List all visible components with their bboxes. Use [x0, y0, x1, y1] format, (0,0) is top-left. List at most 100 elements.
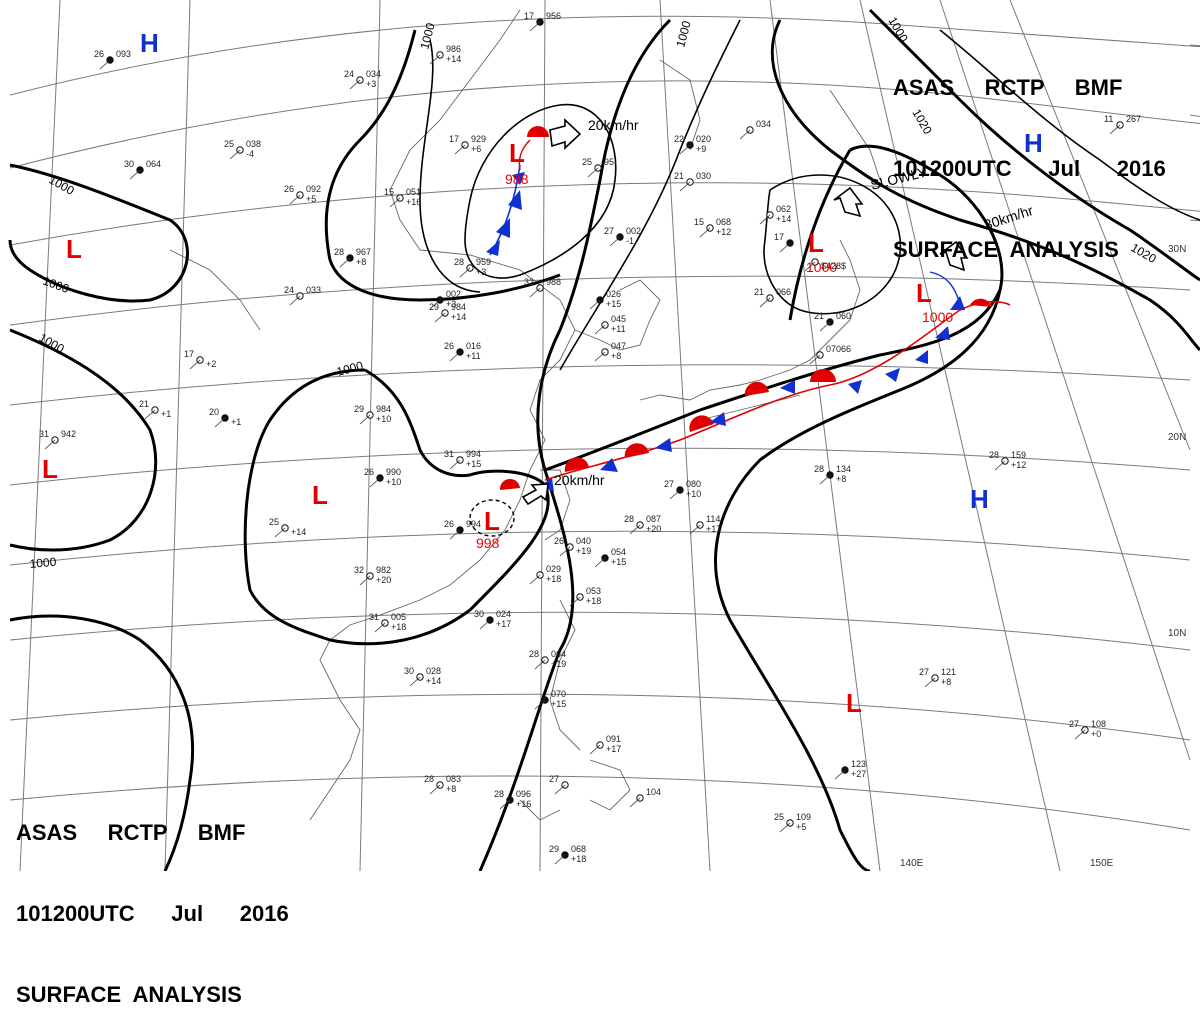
station-plot: 29 984+14 — [429, 302, 466, 323]
station-pressure-tendency: +10 — [376, 414, 391, 424]
wind-barb-icon — [429, 784, 441, 795]
station-temperature: 21 — [754, 287, 764, 297]
wind-barb-icon — [594, 324, 606, 335]
station-plot: 31 005+18 — [369, 612, 406, 633]
station-pressure: 080 — [686, 479, 701, 489]
station-pressure: 108 — [1091, 719, 1106, 729]
station-pressure: 064 — [551, 649, 566, 659]
station-pressure: 034 — [756, 119, 771, 129]
station-pressure-tendency: +19 — [551, 659, 566, 669]
station-pressure-tendency: +18 — [391, 622, 406, 632]
station-temperature: 17 — [184, 349, 194, 359]
station-temperature: 31 — [39, 429, 49, 439]
wind-barb-icon — [534, 699, 546, 710]
wind-barb-icon — [429, 54, 441, 65]
station-plot: 27 121+8 — [919, 667, 956, 688]
station-temperature: 29 — [354, 404, 364, 414]
station-pressure: 984 — [376, 404, 391, 414]
wind-barb-icon — [529, 574, 541, 585]
station-pressure: 068 — [571, 844, 586, 854]
station-plot: 15 068+12 — [694, 217, 731, 238]
station-pressure: 121 — [941, 667, 956, 677]
station-pressure: 986 — [446, 44, 461, 54]
station-pressure-tendency: +14 — [776, 214, 791, 224]
station-pressure: 040 — [576, 536, 591, 546]
wind-barb-icon — [594, 557, 606, 568]
station-pressure-tendency: +8 — [836, 474, 846, 484]
station-plot: 28 083+8 — [424, 774, 461, 795]
station-plot: 11 267 — [1104, 114, 1141, 135]
wind-barb-icon — [739, 129, 751, 140]
station-plot: 28 064+19 — [529, 649, 566, 670]
wind-barb-icon — [534, 659, 546, 670]
station-temperature: 25 — [269, 517, 279, 527]
station-pressure-tendency: +6 — [471, 144, 481, 154]
station-pressure: 060 — [836, 311, 851, 321]
wind-barb-icon — [459, 267, 471, 278]
station-pressure-tendency: +12 — [716, 227, 731, 237]
station-plot: 27 — [549, 774, 569, 795]
station-pressure-tendency: +18 — [586, 596, 601, 606]
isobar-label: 1000 — [41, 274, 71, 296]
station-plot: 091+17 — [589, 734, 621, 755]
station-pressure-tendency: +16 — [516, 799, 531, 809]
station-pressure-tendency: +12 — [1011, 460, 1026, 470]
wind-barb-icon — [699, 227, 711, 238]
wind-barb-icon — [44, 439, 56, 450]
station-temperature: 17 — [774, 232, 784, 242]
wind-barb-icon — [229, 149, 241, 160]
station-plot: 29 068+18 — [549, 844, 586, 865]
station-pressure: 033 — [306, 285, 321, 295]
station-temperature: 25 — [224, 139, 234, 149]
station-pressure: 267 — [1126, 114, 1141, 124]
wind-barb-icon — [429, 299, 441, 310]
wind-barb-icon — [449, 529, 461, 540]
station-plot: 029+18 — [529, 564, 561, 585]
station-pressure: 134 — [836, 464, 851, 474]
isobar-label: 1000 — [29, 555, 57, 571]
station-temperature: 26 — [444, 341, 454, 351]
station-temperature: 30 — [124, 159, 134, 169]
station-plot: 21 030 — [674, 171, 711, 192]
wind-barb-icon — [214, 417, 226, 428]
wind-barb-icon — [1109, 124, 1121, 135]
weather-map: 1000 1000 1000 1000 1000 1000 1000 1000 … — [8, 0, 1200, 871]
station-pressure-tendency: +1 — [231, 417, 241, 427]
wind-barb-icon — [594, 351, 606, 362]
low-center: L — [484, 506, 500, 536]
station-temperature: 26 — [444, 519, 454, 529]
station-pressure: 053 — [586, 586, 601, 596]
graticule-labels: 30N 20N 10N 140E 150E — [900, 244, 1186, 869]
wind-barb-icon — [349, 79, 361, 90]
wind-barb-icon — [529, 21, 541, 32]
station-pressure-tendency: +1 — [161, 409, 171, 419]
header-line-2: 101200UTC Jul 2016 — [16, 901, 289, 926]
station-plot: 32 982+20 — [354, 565, 391, 586]
wind-barb-icon — [924, 677, 936, 688]
station-pressure: 093 — [116, 49, 131, 59]
wind-barb-icon — [804, 261, 816, 272]
lat-label-10n: 10N — [1168, 628, 1186, 639]
warm-front-lobes — [499, 126, 992, 490]
wind-barb-icon — [289, 295, 301, 306]
station-plot: 053+18 — [569, 586, 601, 607]
station-pressure-tendency: +3 — [366, 79, 376, 89]
lon-label-150e: 150E — [1090, 858, 1114, 869]
station-temperature: 31 — [369, 612, 379, 622]
station-temperature: 28 — [529, 649, 539, 659]
station-plot: 29 984+10 — [354, 404, 391, 425]
station-pressure-tendency: +2 — [206, 359, 216, 369]
isobars-thin — [419, 19, 1200, 371]
station-temperature: 30 — [404, 666, 414, 676]
station-pressure: 002 — [626, 226, 641, 236]
station-pressure: 07066 — [826, 344, 851, 354]
wind-barb-icon — [1074, 729, 1086, 740]
station-temperature: 15 — [384, 187, 394, 197]
station-pressure: 988 — [546, 277, 561, 287]
station-temperature: 25 — [582, 157, 592, 167]
station-pressure-tendency: +8 — [356, 257, 366, 267]
wind-barb-icon — [409, 676, 421, 687]
station-pressure: 159 — [1011, 450, 1026, 460]
wind-barb-icon — [189, 359, 201, 370]
station-plot: 25 95 — [582, 157, 614, 178]
